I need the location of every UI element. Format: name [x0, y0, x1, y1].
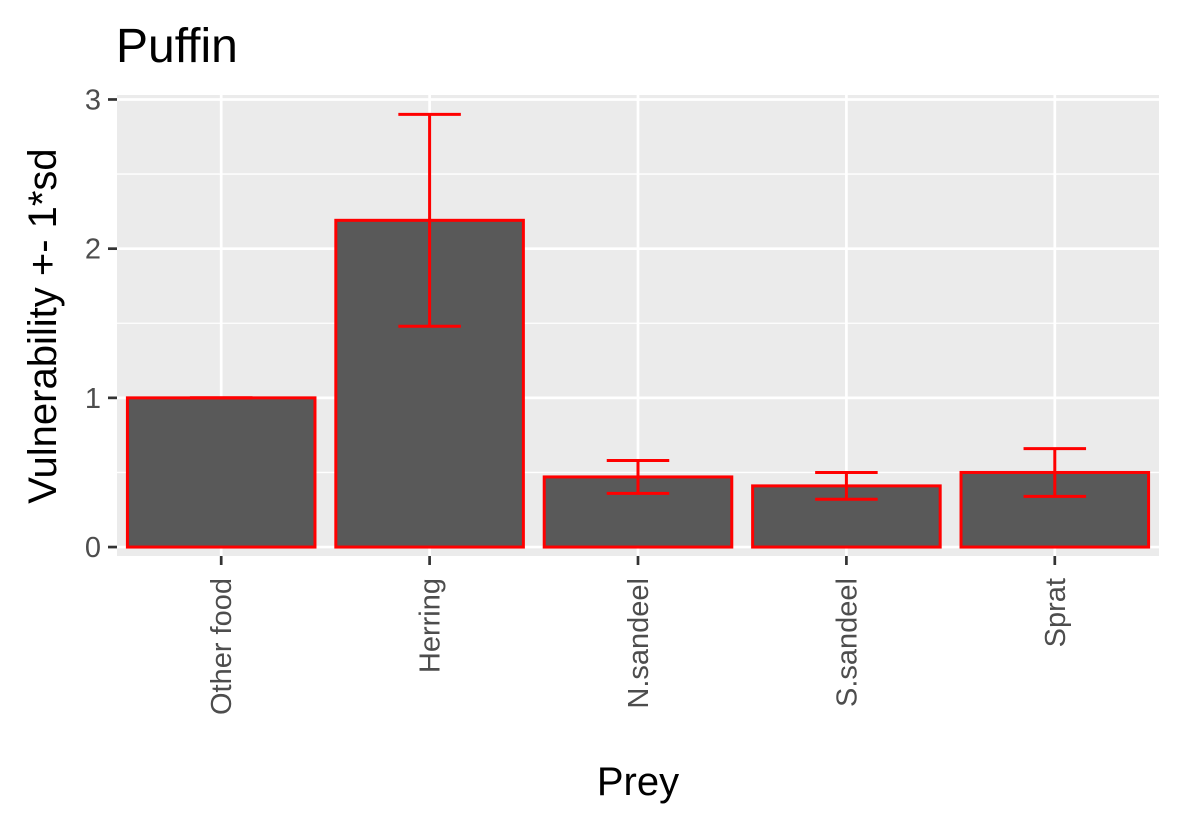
x-tick-label: Herring: [415, 578, 447, 673]
x-tick-label: N.sandeel: [623, 578, 655, 709]
y-tick-label: 2: [85, 234, 101, 266]
y-tick-label: 0: [85, 532, 101, 564]
bar: [125, 396, 317, 549]
x-tick-label: Sprat: [1040, 578, 1072, 647]
error-bar: [815, 470, 878, 501]
error-bar: [606, 459, 670, 495]
error-bars: [189, 112, 1087, 501]
bars: [125, 218, 1151, 549]
error-bar: [1023, 447, 1087, 498]
y-axis: 0 1 2 3: [85, 84, 117, 564]
x-tick-label: Other food: [206, 578, 238, 715]
x-axis-title: Prey: [597, 760, 679, 804]
error-bar: [398, 112, 461, 328]
x-axis: Other food Herring N.sandeel S.sandeel Sprat: [206, 556, 1072, 715]
y-axis-title: Vulnerability +- 1*sd: [21, 148, 65, 503]
x-tick-label: S.sandeel: [831, 578, 863, 707]
y-tick-label: 1: [85, 383, 101, 415]
chart-title: Puffin: [116, 20, 238, 73]
y-tick-label: 3: [85, 84, 101, 116]
